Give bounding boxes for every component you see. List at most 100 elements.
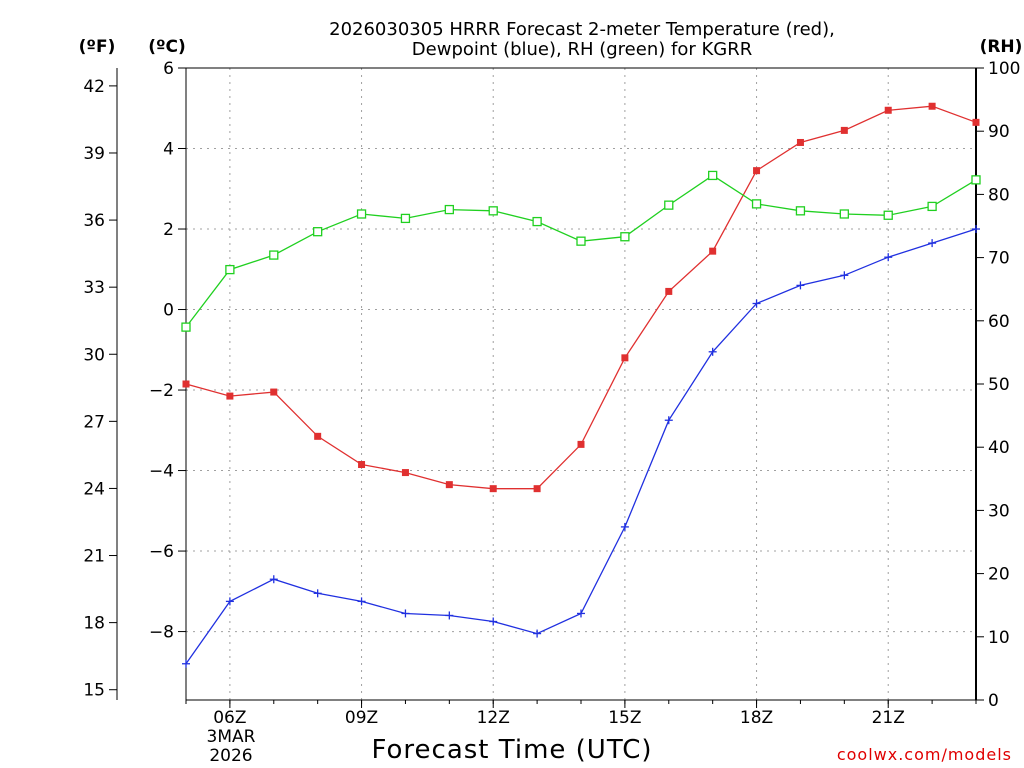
- fahrenheit-tick-label: 30: [83, 345, 105, 365]
- fahrenheit-tick-label: 42: [83, 77, 105, 97]
- rh-point: [313, 227, 323, 237]
- rh-tick-label: 10: [988, 628, 1010, 648]
- dewpoint-point: [401, 609, 410, 618]
- chart-title-line1: 2026030305 HRRR Forecast 2-meter Tempera…: [329, 19, 835, 40]
- dewpoint-point: [972, 225, 980, 234]
- rh-tick-label: 70: [988, 249, 1010, 269]
- celsius-tick-label: −6: [149, 542, 174, 562]
- rh-point: [620, 232, 630, 242]
- fahrenheit-tick-label: 27: [83, 412, 105, 432]
- temperature-series: [182, 102, 980, 493]
- temperature-point: [401, 469, 409, 477]
- date-label-year: 2026: [209, 746, 252, 766]
- rh-point: [444, 204, 454, 215]
- rh-point: [532, 216, 542, 227]
- rh-series: [181, 170, 981, 332]
- dewpoint-point: [357, 597, 366, 606]
- fahrenheit-tick-label: 21: [83, 547, 105, 567]
- temperature-point: [928, 102, 936, 110]
- rh-point: [576, 236, 586, 246]
- chart-title-line2: Dewpoint (blue), RH (green) for KGRR: [412, 39, 752, 60]
- temperature-point: [445, 481, 453, 489]
- rh-point: [795, 206, 806, 216]
- celsius-tick-label: 0: [163, 301, 174, 321]
- rh-point: [488, 206, 498, 216]
- dewpoint-point: [269, 575, 278, 584]
- dewpoint-point: [752, 299, 761, 308]
- dewpoint-point: [796, 281, 805, 290]
- rh-point: [664, 200, 674, 210]
- data-series: [181, 102, 981, 668]
- temperature-point: [358, 461, 366, 469]
- rh-point: [356, 209, 367, 219]
- dewpoint-point: [182, 659, 190, 668]
- temperature-point: [182, 380, 190, 388]
- dewpoint-point: [620, 522, 629, 531]
- temperature-point: [270, 388, 278, 396]
- rh-point: [225, 264, 235, 275]
- rh-point: [751, 199, 762, 209]
- x-tick-label: 15Z: [608, 708, 641, 728]
- rh-tick-label: 40: [988, 438, 1010, 458]
- temperature-point: [972, 118, 980, 126]
- gridlines: [186, 68, 976, 700]
- fahrenheit-tick-label: 15: [83, 681, 105, 701]
- rh-tick-label: 100: [988, 59, 1020, 79]
- dewpoint-point: [577, 609, 585, 618]
- date-label-day: 3MAR: [207, 727, 256, 747]
- temperature-point: [621, 354, 629, 362]
- rh-point: [181, 322, 191, 332]
- temperature-point: [665, 287, 673, 295]
- temperature-point: [314, 432, 322, 440]
- plot-frame: [185, 67, 977, 701]
- rh-point: [883, 210, 893, 220]
- temperature-point: [709, 247, 717, 255]
- temperature-point: [884, 106, 892, 114]
- celsius-tick-label: −2: [149, 381, 174, 401]
- rh-point: [971, 175, 981, 185]
- x-tick-label: 06Z: [213, 708, 246, 728]
- rh-tick-label: 90: [988, 122, 1010, 142]
- celsius-tick-label: −8: [149, 623, 174, 643]
- dewpoint-point: [928, 239, 937, 248]
- rh-tick-label: 20: [988, 565, 1010, 585]
- rh-point: [269, 250, 279, 260]
- temperature-point: [533, 485, 541, 493]
- dewpoint-point: [313, 589, 322, 598]
- temperature-point: [226, 392, 234, 400]
- rh-point: [400, 213, 411, 224]
- axes: −8−6−4−202461518212427303336394201020304…: [83, 59, 1020, 728]
- rh-point: [839, 209, 849, 219]
- rh-tick-label: 80: [988, 185, 1010, 205]
- rh-tick-label: 30: [988, 501, 1010, 521]
- dewpoint-point: [533, 629, 542, 638]
- x-axis-label: Forecast Time (UTC): [371, 735, 652, 765]
- fahrenheit-tick-label: 24: [83, 479, 105, 499]
- rh-tick-label: 0: [988, 691, 999, 711]
- dewpoint-point: [489, 617, 498, 626]
- rh-unit-label: (RH): [980, 37, 1023, 57]
- temperature-line: [185, 105, 977, 490]
- temperature-point: [489, 485, 497, 493]
- dewpoint-point: [225, 597, 234, 606]
- rh-point: [708, 170, 718, 181]
- celsius-tick-label: 6: [163, 59, 174, 79]
- temperature-point: [796, 138, 804, 146]
- temperature-point: [840, 126, 848, 134]
- rh-point: [927, 201, 937, 212]
- celsius-tick-label: 4: [163, 140, 174, 160]
- dewpoint-point: [884, 253, 893, 262]
- dewpoint-point: [664, 416, 673, 425]
- x-tick-label: 09Z: [345, 708, 378, 728]
- celsius-unit-label: (ºC): [148, 37, 186, 57]
- celsius-tick-label: −4: [149, 462, 174, 482]
- fahrenheit-tick-label: 39: [83, 144, 105, 164]
- dewpoint-point: [708, 347, 717, 356]
- fahrenheit-tick-label: 33: [83, 278, 105, 298]
- temperature-point: [577, 440, 585, 448]
- x-tick-label: 18Z: [740, 708, 773, 728]
- fahrenheit-unit-label: (ºF): [79, 37, 116, 57]
- rh-tick-label: 50: [988, 375, 1010, 395]
- rh-tick-label: 60: [988, 312, 1010, 332]
